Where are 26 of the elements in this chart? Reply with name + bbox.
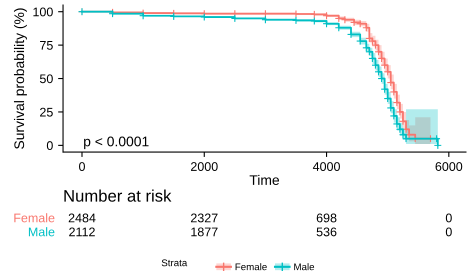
text: 2112 — [69, 227, 95, 236]
x-tick-label: 2000 — [191, 162, 218, 171]
x-axis-title: Time — [250, 174, 280, 186]
legend-label: Male — [294, 263, 314, 270]
text: 2484 — [68, 214, 96, 222]
legend-title: Strata — [162, 259, 188, 266]
text: Male — [28, 227, 54, 236]
text: Number at risk — [64, 190, 172, 202]
text: Female — [14, 213, 54, 222]
y-axis-title: Survival probability (%) — [14, 8, 27, 149]
x-tick-label: 4000 — [312, 162, 340, 171]
y-tick-label: 75 — [40, 41, 53, 50]
text: 698 — [316, 214, 336, 222]
y-tick-label: 0 — [46, 141, 53, 150]
y-tick-label: 25 — [40, 108, 53, 117]
text: 1877 — [191, 227, 218, 236]
text: 2327 — [191, 214, 218, 222]
y-tick-label: 50 — [40, 74, 53, 84]
text: 536 — [316, 227, 336, 236]
legend-label: Female — [236, 263, 267, 270]
x-tick-label: 0 — [79, 162, 85, 171]
text: 0 — [446, 214, 452, 222]
y-tick-label: 100 — [33, 8, 53, 16]
annotation: p < 0.0001 — [84, 136, 149, 150]
x-tick-label: 6000 — [436, 162, 462, 171]
text: 0 — [446, 227, 452, 236]
